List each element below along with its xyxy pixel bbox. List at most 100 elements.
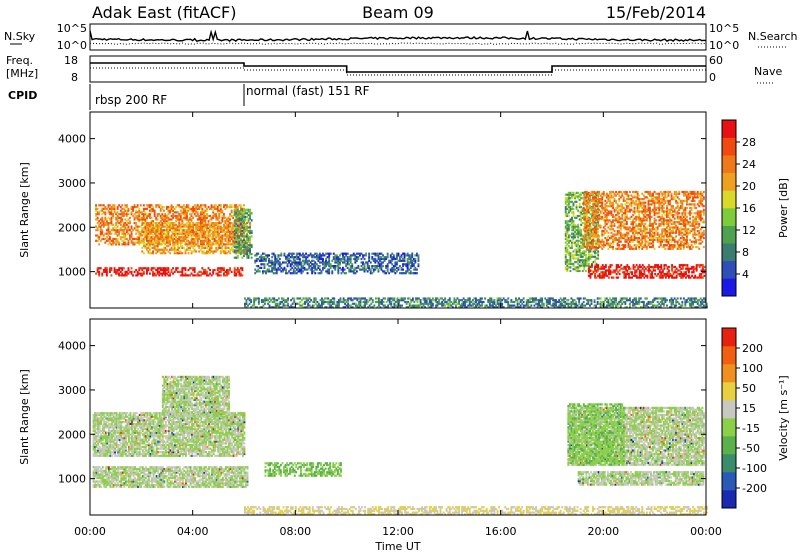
heatmap-cell bbox=[192, 243, 195, 246]
heatmap-cell bbox=[391, 299, 394, 302]
heatmap-cell bbox=[305, 306, 308, 309]
heatmap-cell bbox=[584, 250, 587, 253]
heatmap-cell bbox=[666, 274, 669, 277]
heatmap-cell bbox=[411, 263, 414, 266]
heatmap-cell bbox=[119, 218, 122, 221]
heatmap-cell bbox=[320, 270, 323, 273]
heatmap-cell bbox=[599, 297, 602, 300]
power-heatmap bbox=[95, 190, 708, 309]
heatmap-cell bbox=[669, 300, 671, 304]
heatmap-cell bbox=[223, 214, 225, 218]
heatmap-cell bbox=[605, 300, 608, 304]
heatmap-cell bbox=[351, 254, 354, 257]
heatmap-cell bbox=[122, 225, 125, 228]
heatmap-cell bbox=[195, 236, 198, 239]
heatmap-cell bbox=[167, 207, 170, 210]
heatmap-cell bbox=[390, 304, 393, 307]
heatmap-cell bbox=[381, 302, 383, 305]
heatmap-cell bbox=[288, 254, 290, 257]
heatmap-cell bbox=[236, 254, 239, 257]
heatmap-cell bbox=[411, 297, 414, 300]
heatmap-cell bbox=[104, 269, 107, 272]
heatmap-cell bbox=[190, 227, 193, 230]
heatmap-cell bbox=[672, 276, 675, 279]
heatmap-cell bbox=[233, 233, 236, 236]
heatmap-cell bbox=[244, 297, 246, 300]
heatmap-cell bbox=[166, 214, 168, 218]
heatmap-cell bbox=[478, 299, 480, 302]
heatmap-cell bbox=[380, 261, 383, 264]
heatmap-cell bbox=[680, 267, 683, 270]
heatmap-cell bbox=[219, 211, 222, 214]
heatmap-cell bbox=[122, 239, 125, 242]
heatmap-cell bbox=[115, 229, 118, 232]
heatmap-cell bbox=[121, 236, 124, 239]
heatmap-cell bbox=[596, 297, 599, 300]
heatmap-cell bbox=[548, 297, 551, 300]
heatmap-cell bbox=[187, 234, 190, 237]
heatmap-cell bbox=[181, 237, 184, 241]
heatmap-cell bbox=[331, 306, 334, 309]
heatmap-cell bbox=[438, 302, 440, 305]
heatmap-cell bbox=[570, 300, 573, 304]
heatmap-cell bbox=[571, 193, 573, 196]
heatmap-cell bbox=[317, 254, 320, 257]
heatmap-cell bbox=[210, 222, 213, 225]
heatmap-cell bbox=[564, 213, 567, 216]
heatmap-cell bbox=[604, 273, 607, 276]
heatmap-cell bbox=[587, 252, 590, 255]
heatmap-cell bbox=[581, 259, 584, 262]
heatmap-cell bbox=[589, 241, 592, 244]
heatmap-cell bbox=[107, 239, 110, 242]
heatmap-cell bbox=[166, 206, 168, 209]
heatmap-cell bbox=[641, 300, 644, 304]
heatmap-cell bbox=[528, 306, 531, 309]
heatmap-cell bbox=[271, 270, 274, 273]
heatmap-cell bbox=[195, 229, 198, 232]
heatmap-cell bbox=[175, 248, 178, 251]
heatmap-cell bbox=[685, 276, 687, 279]
heatmap-cell bbox=[122, 207, 125, 210]
heatmap-cell bbox=[268, 306, 271, 309]
heatmap-cell bbox=[204, 211, 207, 214]
heatmap-cell bbox=[575, 216, 578, 219]
heatmap-cell bbox=[115, 227, 118, 230]
heatmap-cell bbox=[184, 209, 187, 212]
heatmap-cell bbox=[125, 209, 128, 212]
heatmap-cell bbox=[398, 299, 400, 302]
heatmap-cell bbox=[216, 206, 219, 209]
heatmap-cell bbox=[583, 259, 586, 262]
heatmap-cell bbox=[190, 234, 193, 237]
heatmap-cell bbox=[359, 300, 362, 304]
heatmap-cell bbox=[155, 269, 158, 272]
heatmap-cell bbox=[268, 297, 271, 300]
heatmap-cell bbox=[671, 265, 673, 269]
heatmap-cell bbox=[564, 220, 567, 223]
heatmap-cell bbox=[288, 261, 290, 264]
heatmap-cell bbox=[247, 240, 250, 243]
heatmap-cell bbox=[575, 245, 578, 248]
heatmap-cell bbox=[578, 261, 581, 264]
heatmap-cell bbox=[156, 241, 159, 244]
heatmap-cell bbox=[172, 230, 174, 233]
heatmap-cell bbox=[562, 297, 565, 300]
heatmap-cell bbox=[229, 230, 231, 233]
heatmap-cell bbox=[581, 237, 584, 241]
heatmap-cell bbox=[584, 245, 587, 249]
heatmap-cell bbox=[213, 237, 216, 241]
heatmap-cell bbox=[96, 270, 99, 273]
heatmap-cell bbox=[683, 264, 686, 267]
heatmap-cell bbox=[162, 206, 165, 209]
heatmap-cell bbox=[591, 262, 593, 265]
heatmap-cell bbox=[368, 257, 371, 261]
sky-tick-bottom: 10^0 bbox=[57, 39, 87, 52]
heatmap-cell bbox=[247, 252, 250, 255]
heatmap-cell bbox=[406, 263, 409, 266]
heatmap-cell bbox=[652, 300, 654, 304]
heatmap-cell bbox=[210, 225, 213, 228]
heatmap-cell bbox=[562, 299, 565, 302]
heatmap-cell bbox=[572, 250, 575, 253]
heatmap-cell bbox=[532, 297, 534, 300]
heatmap-cell bbox=[198, 237, 201, 241]
heatmap-cell bbox=[411, 306, 414, 309]
